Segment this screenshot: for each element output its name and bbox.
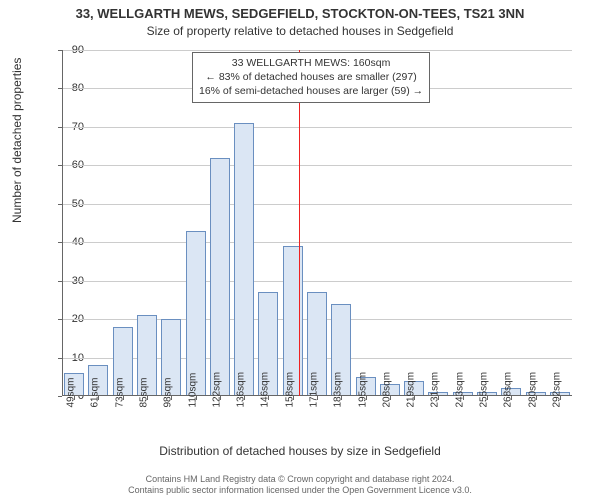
x-tick-mark — [220, 396, 221, 400]
x-tick-mark — [196, 396, 197, 400]
footer-line2: Contains public sector information licen… — [0, 485, 600, 496]
chart-container: 33, WELLGARTH MEWS, SEDGEFIELD, STOCKTON… — [0, 0, 600, 500]
annotation-line3: 16% of semi-detached houses are larger (… — [199, 84, 423, 98]
x-tick-mark — [293, 396, 294, 400]
x-tick-mark — [560, 396, 561, 400]
x-tick-mark — [268, 396, 269, 400]
x-tick-mark — [341, 396, 342, 400]
chart-subtitle: Size of property relative to detached ho… — [0, 24, 600, 38]
x-tick-mark — [463, 396, 464, 400]
bar — [186, 231, 206, 396]
x-tick-mark — [317, 396, 318, 400]
y-tick-mark — [58, 396, 62, 397]
y-axis-line — [62, 50, 63, 396]
x-tick-mark — [98, 396, 99, 400]
x-tick-mark — [244, 396, 245, 400]
x-tick-mark — [171, 396, 172, 400]
x-tick-mark — [74, 396, 75, 400]
x-tick-mark — [438, 396, 439, 400]
x-tick-mark — [366, 396, 367, 400]
x-tick-mark — [536, 396, 537, 400]
y-axis-title: Number of detached properties — [10, 58, 24, 223]
annotation-line2: ← 83% of detached houses are smaller (29… — [199, 70, 423, 84]
x-tick-mark — [147, 396, 148, 400]
footer-line1: Contains HM Land Registry data © Crown c… — [0, 474, 600, 485]
bar — [234, 123, 254, 396]
plot-area: 33 WELLGARTH MEWS: 160sqm ← 83% of detac… — [62, 50, 572, 396]
footer: Contains HM Land Registry data © Crown c… — [0, 474, 600, 496]
bar — [210, 158, 230, 396]
annotation-line1: 33 WELLGARTH MEWS: 160sqm — [199, 56, 423, 70]
x-axis-title: Distribution of detached houses by size … — [0, 444, 600, 458]
x-tick-mark — [390, 396, 391, 400]
annotation-box: 33 WELLGARTH MEWS: 160sqm ← 83% of detac… — [192, 52, 430, 103]
x-tick-mark — [511, 396, 512, 400]
chart-title: 33, WELLGARTH MEWS, SEDGEFIELD, STOCKTON… — [0, 6, 600, 21]
x-tick-mark — [123, 396, 124, 400]
x-tick-mark — [487, 396, 488, 400]
x-tick-mark — [414, 396, 415, 400]
